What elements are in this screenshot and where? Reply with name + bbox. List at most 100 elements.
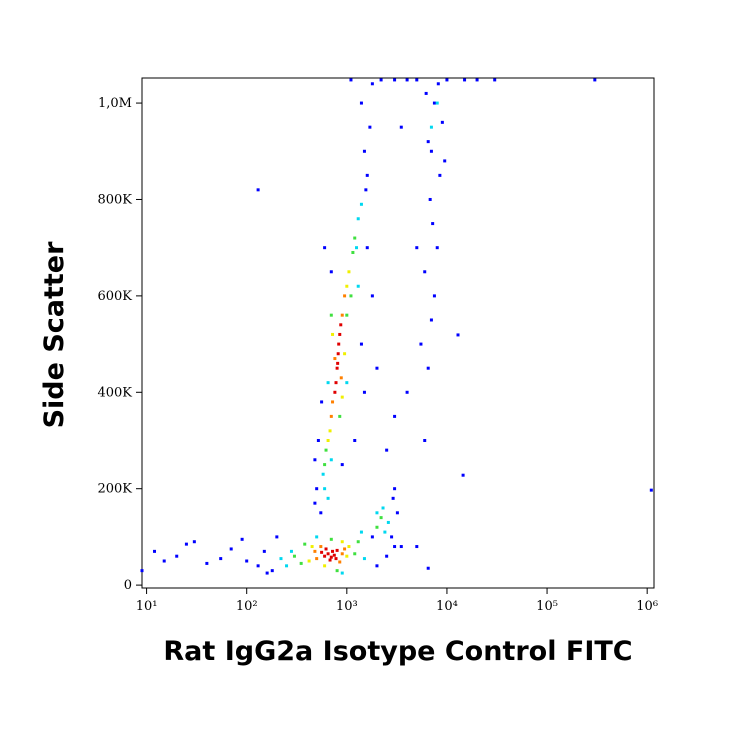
point [415, 545, 419, 549]
point [340, 463, 344, 467]
point [431, 222, 435, 226]
point [326, 438, 330, 442]
point [315, 487, 319, 491]
point [329, 414, 333, 418]
point [307, 559, 311, 563]
point [323, 463, 327, 467]
point [256, 188, 260, 192]
point [229, 547, 233, 551]
point [405, 78, 409, 82]
x-tick-label: 10⁵ [536, 599, 558, 614]
point [331, 400, 335, 404]
point [313, 501, 317, 505]
point [493, 78, 497, 82]
point [331, 549, 335, 553]
point [390, 535, 394, 539]
point [440, 120, 444, 124]
point [326, 496, 330, 500]
point [461, 473, 465, 477]
point [324, 547, 328, 551]
point [162, 559, 166, 563]
point [315, 557, 319, 561]
point [339, 323, 343, 327]
point [463, 78, 467, 82]
point [436, 82, 440, 86]
point [435, 246, 439, 250]
point [395, 511, 399, 515]
point [428, 197, 432, 201]
point [353, 438, 357, 442]
point [419, 342, 423, 346]
point [345, 381, 349, 385]
point [362, 557, 366, 561]
point [329, 270, 333, 274]
point [432, 294, 436, 298]
point [356, 540, 360, 544]
point [334, 557, 338, 561]
point [445, 78, 449, 82]
point [386, 520, 390, 524]
point [340, 313, 344, 317]
point [292, 554, 296, 558]
point [355, 246, 359, 250]
point [333, 390, 337, 394]
point [335, 569, 339, 573]
plot-frame [141, 77, 655, 589]
point [353, 552, 357, 556]
point [340, 395, 344, 399]
point [385, 448, 389, 452]
point [370, 535, 374, 539]
point [326, 381, 330, 385]
point [315, 535, 319, 539]
point [356, 217, 360, 221]
point [270, 569, 274, 573]
x-tick-label: 10⁴ [436, 599, 458, 614]
point [443, 159, 447, 163]
point [140, 569, 144, 573]
point [393, 78, 397, 82]
point [299, 561, 303, 565]
point [345, 554, 349, 558]
point [423, 270, 427, 274]
point [347, 270, 351, 274]
x-tick-label: 10⁶ [636, 599, 658, 614]
y-tick-label: 600K [97, 289, 132, 304]
point [351, 250, 355, 254]
point [336, 352, 340, 356]
point [345, 284, 349, 288]
point [365, 173, 369, 177]
point [313, 549, 317, 553]
point [368, 125, 372, 129]
point [393, 545, 397, 549]
y-tick-label: 0 [124, 578, 132, 593]
point [359, 101, 363, 105]
point [435, 101, 439, 105]
point [349, 294, 353, 298]
point [319, 511, 323, 515]
point [303, 542, 307, 546]
point [289, 549, 293, 553]
point [285, 564, 289, 568]
point [399, 125, 403, 129]
point [649, 488, 653, 492]
point [362, 149, 366, 153]
point [205, 561, 209, 565]
point [379, 78, 383, 82]
point [375, 366, 379, 370]
x-axis-title: Rat IgG2a Isotype Control FITC [163, 636, 632, 667]
point [438, 173, 442, 177]
point [313, 458, 317, 462]
point [329, 555, 333, 559]
point [338, 414, 342, 418]
point [375, 525, 379, 529]
point [316, 438, 320, 442]
point [370, 294, 374, 298]
point [262, 549, 266, 553]
point [343, 294, 347, 298]
point [393, 414, 397, 418]
point [328, 429, 332, 433]
point [383, 530, 387, 534]
point [323, 554, 327, 558]
point [370, 82, 374, 86]
point [375, 564, 379, 568]
